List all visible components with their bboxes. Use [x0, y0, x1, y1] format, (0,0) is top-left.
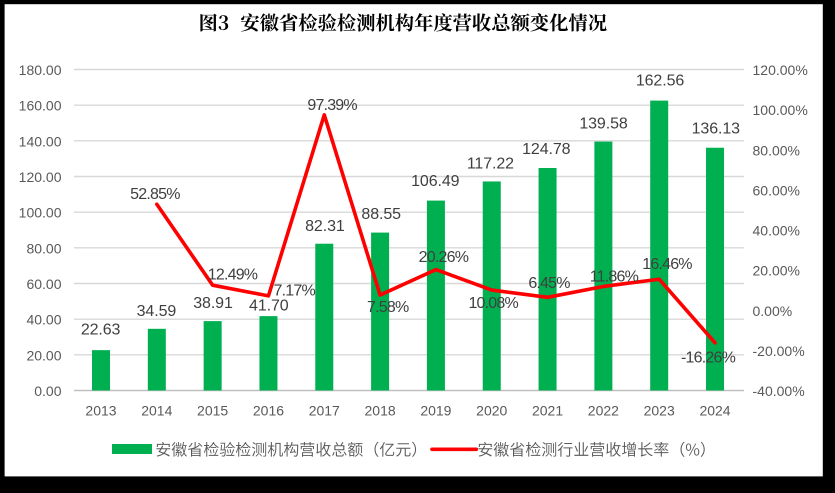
svg-text:117.22: 117.22 — [467, 156, 514, 173]
svg-text:82.31: 82.31 — [305, 218, 345, 235]
svg-text:11.86%: 11.86% — [590, 269, 639, 286]
svg-text:2022: 2022 — [588, 403, 619, 419]
svg-text:2014: 2014 — [141, 403, 172, 419]
svg-text:120.00: 120.00 — [19, 169, 62, 185]
svg-text:20.00: 20.00 — [26, 347, 61, 363]
svg-text:106.49: 106.49 — [411, 173, 460, 190]
svg-text:7.58%: 7.58% — [367, 299, 409, 316]
svg-text:2013: 2013 — [85, 403, 116, 419]
svg-text:97.39%: 97.39% — [307, 97, 357, 114]
svg-text:88.55: 88.55 — [361, 206, 401, 223]
svg-text:-16.26%: -16.26% — [681, 349, 736, 366]
svg-text:2023: 2023 — [644, 403, 675, 419]
svg-text:160.00: 160.00 — [19, 98, 62, 114]
svg-text:6.45%: 6.45% — [528, 275, 570, 292]
svg-text:16.46%: 16.46% — [642, 256, 692, 273]
svg-text:7.17%: 7.17% — [274, 282, 316, 299]
svg-text:2018: 2018 — [365, 403, 396, 419]
svg-text:180.00: 180.00 — [19, 62, 62, 78]
svg-text:139.58: 139.58 — [579, 115, 628, 132]
svg-text:-40.00%: -40.00% — [753, 383, 805, 399]
svg-text:124.78: 124.78 — [522, 141, 571, 158]
svg-text:80.00%: 80.00% — [753, 142, 800, 158]
svg-text:2020: 2020 — [476, 403, 507, 419]
svg-text:40.00%: 40.00% — [753, 223, 800, 239]
svg-text:100.00%: 100.00% — [753, 102, 808, 118]
svg-text:120.00%: 120.00% — [753, 62, 808, 78]
svg-text:34.59: 34.59 — [137, 303, 177, 320]
svg-text:60.00: 60.00 — [26, 276, 61, 292]
svg-text:80.00: 80.00 — [26, 240, 61, 256]
svg-text:-20.00%: -20.00% — [753, 343, 805, 359]
svg-text:60.00%: 60.00% — [753, 182, 800, 198]
svg-text:22.63: 22.63 — [81, 322, 121, 339]
svg-text:2019: 2019 — [420, 403, 451, 419]
svg-text:136.13: 136.13 — [692, 121, 741, 138]
svg-text:2017: 2017 — [309, 403, 340, 419]
svg-text:20.00%: 20.00% — [753, 263, 800, 279]
svg-text:40.00: 40.00 — [26, 312, 61, 328]
svg-text:41.70: 41.70 — [249, 298, 289, 315]
svg-text:12.49%: 12.49% — [208, 267, 258, 284]
svg-text:2016: 2016 — [253, 403, 284, 419]
svg-text:2024: 2024 — [699, 403, 730, 419]
svg-text:10.08%: 10.08% — [468, 295, 518, 312]
svg-text:140.00: 140.00 — [19, 133, 62, 149]
svg-text:162.56: 162.56 — [636, 73, 685, 90]
svg-text:100.00: 100.00 — [19, 205, 62, 221]
svg-text:2021: 2021 — [532, 403, 563, 419]
svg-text:38.91: 38.91 — [193, 295, 233, 312]
svg-text:52.85%: 52.85% — [130, 186, 180, 203]
svg-text:0.00%: 0.00% — [753, 303, 793, 319]
svg-text:0.00: 0.00 — [34, 383, 61, 399]
svg-text:2015: 2015 — [197, 403, 228, 419]
svg-text:20.26%: 20.26% — [419, 249, 469, 266]
